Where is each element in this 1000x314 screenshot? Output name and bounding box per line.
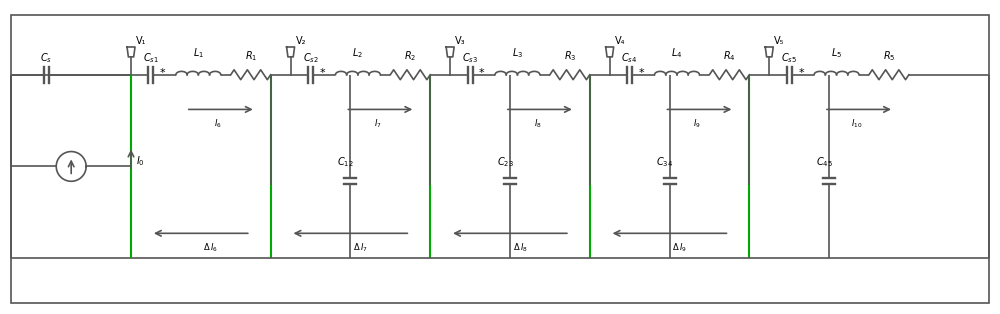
Text: $L_2$: $L_2$ (352, 46, 363, 60)
Text: $R_4$: $R_4$ (723, 49, 736, 63)
Text: $I_0$: $I_0$ (136, 154, 145, 168)
Text: $C_{45}$: $C_{45}$ (816, 156, 833, 169)
Text: $I_8$: $I_8$ (534, 117, 541, 130)
Text: $\Delta\,I_7$: $\Delta\,I_7$ (353, 241, 368, 254)
Text: $C_{23}$: $C_{23}$ (497, 156, 513, 169)
Text: *: * (479, 68, 485, 78)
Text: *: * (320, 68, 325, 78)
Text: $R_2$: $R_2$ (404, 49, 416, 63)
Text: *: * (639, 68, 644, 78)
Text: $R_3$: $R_3$ (564, 49, 576, 63)
Text: $C_{s1}$: $C_{s1}$ (143, 51, 159, 65)
Text: *: * (160, 68, 166, 78)
Text: V₄: V₄ (615, 36, 625, 46)
Text: $I_6$: $I_6$ (214, 117, 222, 130)
Text: $I_{10}$: $I_{10}$ (851, 117, 862, 130)
Text: $C_{s3}$: $C_{s3}$ (462, 51, 478, 65)
Text: $C_{34}$: $C_{34}$ (656, 156, 673, 169)
Text: $I_9$: $I_9$ (693, 117, 701, 130)
Text: V₁: V₁ (136, 36, 147, 46)
Text: $C_{s5}$: $C_{s5}$ (781, 51, 797, 65)
Text: $L_4$: $L_4$ (671, 46, 683, 60)
Text: $L_3$: $L_3$ (512, 46, 523, 60)
Text: $R_1$: $R_1$ (245, 49, 257, 63)
Text: $C_{s4}$: $C_{s4}$ (621, 51, 638, 65)
Text: $\Delta\,I_8$: $\Delta\,I_8$ (513, 241, 527, 254)
Text: *: * (798, 68, 804, 78)
Text: $C_{s2}$: $C_{s2}$ (303, 51, 318, 65)
Text: $I_7$: $I_7$ (374, 117, 382, 130)
Text: $\Delta\,I_6$: $\Delta\,I_6$ (203, 241, 218, 254)
Text: $L_5$: $L_5$ (831, 46, 842, 60)
Text: $R_5$: $R_5$ (883, 49, 895, 63)
Text: V₅: V₅ (774, 36, 785, 46)
Text: $C_s$: $C_s$ (40, 51, 52, 65)
Text: $C_{12}$: $C_{12}$ (337, 156, 354, 169)
Text: V₂: V₂ (296, 36, 306, 46)
Text: V₃: V₃ (455, 36, 466, 46)
Text: $\Delta\,I_9$: $\Delta\,I_9$ (672, 241, 687, 254)
Text: $L_1$: $L_1$ (193, 46, 204, 60)
